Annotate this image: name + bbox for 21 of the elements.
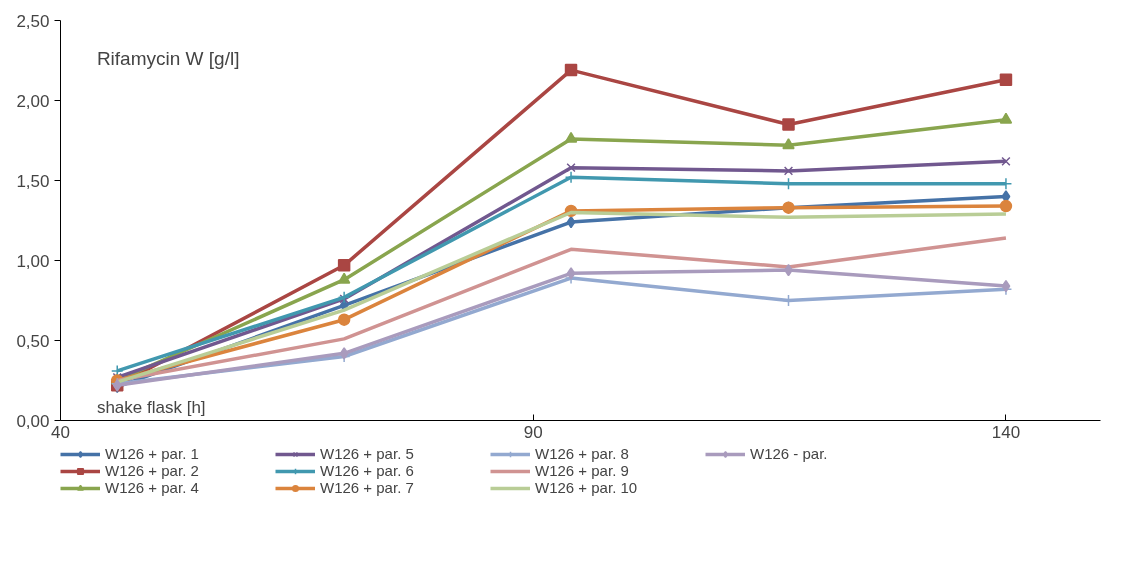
y-tick-label: 2,00 <box>16 91 50 111</box>
legend-label: W126 + par. 1 <box>105 445 200 462</box>
y-tick-label: 1,00 <box>16 251 50 271</box>
x-tick-label: 140 <box>991 422 1021 442</box>
legend-label: W126 + par. 7 <box>320 479 415 496</box>
x-axis-title: shake flask [h] <box>96 397 206 417</box>
legend-label: W126 + par. 5 <box>320 445 415 462</box>
legend-label: W126 - par. <box>750 445 829 462</box>
legend-label: W126 + par. 6 <box>320 462 415 479</box>
y-tick-label: 1,50 <box>16 171 50 191</box>
y-tick-label: 0,00 <box>16 411 50 431</box>
legend-label: W126 + par. 8 <box>535 445 630 462</box>
legend-label: W126 + par. 4 <box>105 479 200 496</box>
legend-label: W126 + par. 9 <box>535 462 630 479</box>
y-tick-label: 0,50 <box>16 331 50 351</box>
legend-label: W126 + par. 10 <box>535 479 639 496</box>
x-tick-label: 40 <box>51 422 70 442</box>
y-axis-title: Rifamycin W [g/l] <box>96 47 240 69</box>
x-tick-label: 90 <box>523 422 543 442</box>
legend-label: W126 + par. 2 <box>105 462 200 479</box>
y-tick-label: 2,50 <box>16 11 50 31</box>
